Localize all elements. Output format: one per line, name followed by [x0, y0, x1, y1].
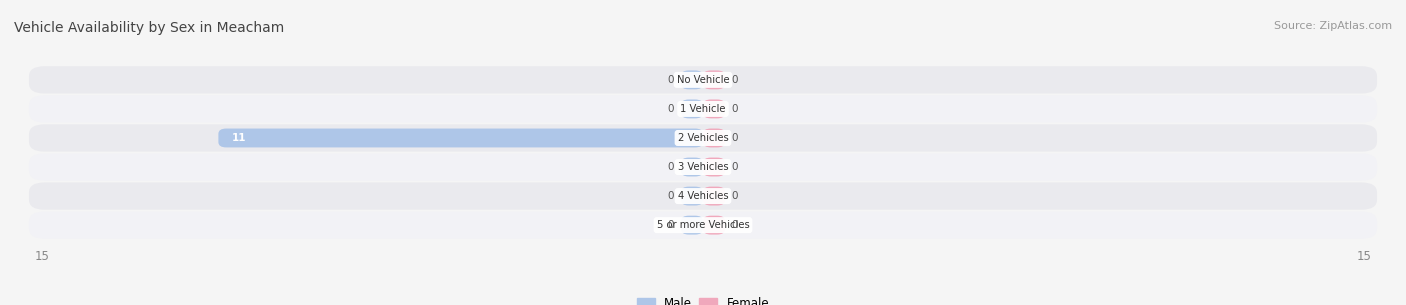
- FancyBboxPatch shape: [30, 66, 1376, 94]
- Text: Vehicle Availability by Sex in Meacham: Vehicle Availability by Sex in Meacham: [14, 21, 284, 35]
- FancyBboxPatch shape: [30, 182, 1376, 210]
- FancyBboxPatch shape: [703, 70, 725, 89]
- FancyBboxPatch shape: [30, 211, 1376, 239]
- Legend: Male, Female: Male, Female: [633, 292, 773, 305]
- FancyBboxPatch shape: [681, 187, 703, 206]
- Text: 0: 0: [668, 75, 675, 85]
- FancyBboxPatch shape: [218, 128, 703, 147]
- Text: Source: ZipAtlas.com: Source: ZipAtlas.com: [1274, 21, 1392, 31]
- FancyBboxPatch shape: [703, 158, 725, 177]
- FancyBboxPatch shape: [681, 99, 703, 118]
- FancyBboxPatch shape: [30, 153, 1376, 181]
- Text: 0: 0: [731, 133, 738, 143]
- Text: 11: 11: [232, 133, 246, 143]
- FancyBboxPatch shape: [703, 128, 725, 147]
- FancyBboxPatch shape: [30, 124, 1376, 152]
- Text: 0: 0: [668, 104, 675, 114]
- Text: 0: 0: [731, 162, 738, 172]
- FancyBboxPatch shape: [681, 216, 703, 235]
- FancyBboxPatch shape: [703, 187, 725, 206]
- Text: 0: 0: [668, 191, 675, 201]
- FancyBboxPatch shape: [703, 99, 725, 118]
- FancyBboxPatch shape: [681, 70, 703, 89]
- Text: 0: 0: [731, 75, 738, 85]
- Text: 0: 0: [731, 220, 738, 230]
- FancyBboxPatch shape: [30, 95, 1376, 123]
- Text: 2 Vehicles: 2 Vehicles: [678, 133, 728, 143]
- Text: 5 or more Vehicles: 5 or more Vehicles: [657, 220, 749, 230]
- Text: 0: 0: [731, 191, 738, 201]
- Text: No Vehicle: No Vehicle: [676, 75, 730, 85]
- Text: 0: 0: [731, 104, 738, 114]
- FancyBboxPatch shape: [703, 216, 725, 235]
- Text: 3 Vehicles: 3 Vehicles: [678, 162, 728, 172]
- Text: 0: 0: [668, 162, 675, 172]
- Text: 1 Vehicle: 1 Vehicle: [681, 104, 725, 114]
- Text: 0: 0: [668, 220, 675, 230]
- FancyBboxPatch shape: [681, 158, 703, 177]
- Text: 4 Vehicles: 4 Vehicles: [678, 191, 728, 201]
